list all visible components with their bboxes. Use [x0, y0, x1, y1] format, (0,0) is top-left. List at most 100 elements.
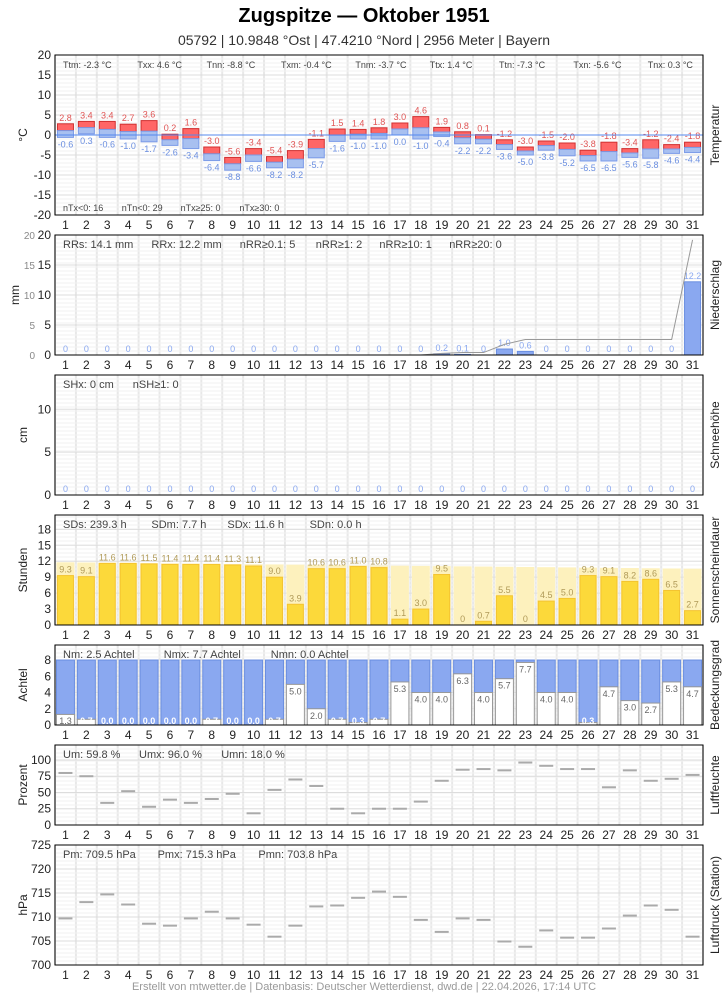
cloud-bar	[285, 659, 305, 685]
sunshine-bar	[642, 578, 660, 626]
tmin-label: -6.6	[246, 163, 262, 173]
y-tick-label: 10	[38, 288, 52, 302]
x-tick-label: 8	[208, 628, 215, 642]
bar-label: 0	[606, 344, 611, 354]
cloud-label: 0.0	[226, 716, 239, 726]
x-tick-label: 9	[229, 828, 236, 842]
tmin-label: -1.0	[350, 141, 366, 151]
tmin-bar	[621, 152, 639, 158]
cloud-label: 0.0	[101, 716, 114, 726]
x-tick-label: 25	[560, 728, 574, 742]
y-tick-label-cumulative: 0	[29, 351, 35, 362]
x-tick-label: 24	[540, 628, 554, 642]
tmax-bar	[140, 120, 158, 132]
pressure-mark	[413, 918, 428, 921]
tmin-bar	[600, 151, 618, 162]
sunshine-bar	[495, 595, 513, 626]
x-tick-label: 31	[686, 358, 700, 372]
bar	[684, 281, 702, 356]
humidity-mark	[413, 800, 428, 803]
tmin-bar	[161, 139, 179, 146]
x-tick-label: 3	[104, 498, 111, 512]
tmax-bar	[328, 128, 346, 136]
x-tick-label: 30	[665, 728, 679, 742]
sunshine-bar	[558, 597, 576, 626]
tmin-label: -2.2	[476, 146, 492, 156]
y-tick-label: -5	[40, 148, 51, 162]
x-tick-label: 1	[62, 358, 69, 372]
x-tick-label: 5	[146, 968, 153, 982]
stat-label: SHx: 0 cm	[63, 379, 114, 391]
sunshine-label: 3.9	[289, 593, 302, 603]
stat-label: SDm: 7.7 h	[151, 519, 206, 531]
pressure-mark	[288, 924, 303, 927]
bar-label: 0	[209, 484, 214, 494]
x-tick-label: 8	[208, 358, 215, 372]
bar-label: 0	[251, 484, 256, 494]
x-tick-label: 26	[581, 358, 595, 372]
possible-sunshine-bar	[516, 566, 535, 625]
humidity-mark	[225, 792, 240, 795]
tmax-bar	[684, 141, 702, 148]
tmax-bar	[391, 122, 409, 130]
x-tick-label: 15	[351, 628, 365, 642]
bar-label: 0	[335, 344, 340, 354]
x-tick-label: 22	[498, 828, 512, 842]
y-tick-label: 715	[31, 886, 51, 900]
x-tick-label: 23	[519, 498, 533, 512]
tmax-label: 2.7	[122, 113, 135, 123]
stat-label: nSH≥1: 0	[133, 379, 179, 391]
tmin-label: -8.2	[288, 170, 304, 180]
cloud-label: 6.3	[456, 676, 469, 686]
x-tick-label: 3	[104, 968, 111, 982]
x-tick-label: 20	[456, 358, 470, 372]
x-tick-label: 2	[83, 828, 90, 842]
x-tick-label: 12	[289, 728, 303, 742]
y-tick-label: 15	[38, 68, 52, 82]
x-tick-label: 21	[477, 358, 491, 372]
sunshine-label: 11.4	[203, 553, 220, 563]
x-tick-label: 5	[146, 728, 153, 742]
x-tick-label: 24	[540, 828, 554, 842]
stat-label: Tnx: 0.3 °C	[648, 60, 694, 70]
bar-label: 0	[251, 344, 256, 354]
x-tick-label: 7	[188, 628, 195, 642]
tmax-label: -3.0	[518, 136, 534, 146]
bar-label: 0	[126, 484, 131, 494]
y-tick-label: 0	[44, 348, 51, 362]
stat-label: nRR≥10: 1	[379, 239, 432, 251]
stat-label: Tnn: -8.8 °C	[207, 60, 256, 70]
tmin-label: -1.0	[371, 141, 387, 151]
x-tick-label: 19	[435, 358, 449, 372]
tmax-bar	[349, 128, 367, 135]
cloud-bar	[327, 659, 347, 720]
bar-label: 0	[356, 344, 361, 354]
humidity-mark	[455, 768, 470, 771]
x-tick-label: 29	[644, 728, 658, 742]
x-tick-label: 26	[581, 968, 595, 982]
tmax-label: 4.6	[415, 106, 428, 116]
humidity-mark	[246, 812, 261, 815]
possible-sunshine-bar	[474, 566, 493, 625]
y-tick-label: 2	[44, 702, 51, 716]
x-tick-label: 1	[62, 628, 69, 642]
bar-label: 0	[272, 484, 277, 494]
tmin-bar	[349, 133, 367, 140]
stat-label: Pmn: 703.8 hPa	[258, 849, 338, 861]
x-tick-label: 14	[331, 628, 345, 642]
pressure-mark	[539, 929, 554, 932]
tmin-bar	[495, 144, 513, 150]
x-tick-label: 3	[104, 628, 111, 642]
x-tick-label: 3	[104, 828, 111, 842]
cloud-bar	[76, 659, 96, 720]
tmin-bar	[391, 128, 409, 136]
x-tick-label: 8	[208, 498, 215, 512]
pressure-mark	[581, 936, 596, 939]
x-tick-label: 19	[435, 218, 449, 232]
x-tick-label: 12	[289, 628, 303, 642]
sunshine-label: 9.0	[268, 566, 281, 576]
stat-label: nRR≥1: 2	[316, 239, 362, 251]
sunshine-bar	[161, 563, 179, 626]
x-tick-label: 10	[247, 968, 261, 982]
bar-label: 0	[669, 484, 674, 494]
